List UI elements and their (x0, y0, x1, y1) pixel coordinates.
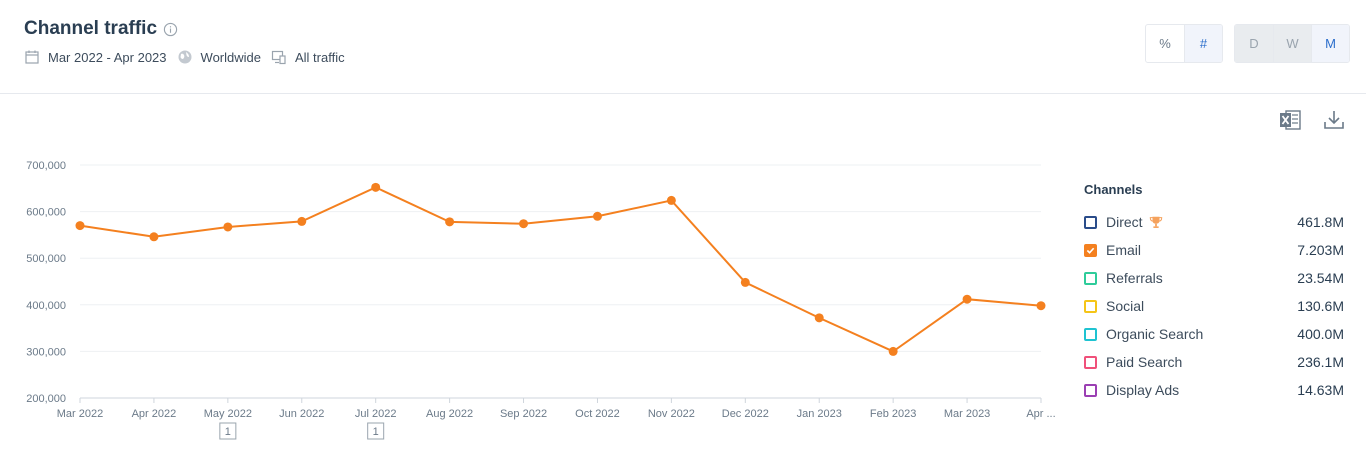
x-tick-label: Apr 2022 (132, 408, 177, 420)
data-point[interactable] (149, 232, 159, 242)
calendar-icon (25, 50, 39, 64)
x-tick-label: Mar 2022 (57, 408, 103, 420)
globe-icon (178, 50, 192, 64)
legend-item-label: Paid Search (1106, 354, 1183, 370)
annotation-marker[interactable] (367, 422, 385, 440)
checkbox[interactable] (1084, 215, 1097, 229)
legend-item-social[interactable]: Social 130.6M (1084, 292, 1344, 320)
legend-item-label: Organic Search (1106, 326, 1204, 342)
weekly-button[interactable]: W (1273, 25, 1311, 62)
checkbox[interactable] (1084, 327, 1097, 341)
traffic-line-chart: 700,000 600,000 500,000 400,000 300,000 200,0… (26, 160, 1056, 440)
x-tick-label: Oct 2022 (575, 408, 620, 420)
data-point[interactable] (519, 219, 529, 229)
x-tick-label: Jul 2022 (355, 408, 397, 420)
legend-item-value: 7.203M (1297, 242, 1344, 258)
data-point[interactable] (740, 277, 750, 287)
series-line (79, 186, 1042, 353)
y-tick-label: 300,000 (26, 346, 66, 358)
metric-toggle: % # (1145, 24, 1223, 63)
legend-item-value: 23.54M (1297, 270, 1344, 286)
x-tick-label: Sep 2022 (500, 408, 547, 420)
x-tick-label: Jan 2023 (797, 408, 842, 420)
y-tick-label: 400,000 (26, 300, 66, 312)
data-point[interactable] (1036, 301, 1046, 311)
legend-item-direct[interactable]: Direct 461.8M (1084, 208, 1344, 236)
data-point[interactable] (814, 313, 824, 323)
data-point[interactable] (445, 217, 455, 227)
legend-item-label: Email (1106, 242, 1142, 258)
legend-item-value: 461.8M (1297, 214, 1344, 230)
percent-button[interactable]: % (1159, 36, 1171, 51)
data-point[interactable] (223, 222, 233, 232)
legend-item-value: 130.6M (1297, 298, 1344, 314)
legend-title: Channels (1084, 182, 1143, 197)
legend-item-label: Social (1106, 298, 1145, 314)
y-tick-label: 200,000 (26, 393, 66, 405)
annotation-label: 1 (373, 426, 379, 438)
devices-icon (271, 50, 286, 65)
legend-item-organic-search[interactable]: Organic Search 400.0M (1084, 320, 1344, 348)
annotation-label: 1 (225, 426, 231, 438)
checkbox[interactable] (1084, 383, 1097, 397)
region: Worldwide (200, 49, 261, 65)
legend-item-value: 14.63M (1297, 382, 1344, 398)
data-point[interactable] (297, 216, 307, 226)
legend-item-label: Display Ads (1106, 382, 1180, 398)
y-tick-label: 700,000 (26, 160, 66, 172)
data-point[interactable] (666, 195, 676, 205)
info-icon[interactable] (163, 22, 178, 37)
legend: Channels Direct 461.8M Email 7.203M Referral… (1084, 182, 1344, 404)
legend-item-email[interactable]: Email 7.203M (1084, 236, 1344, 264)
daily-button[interactable]: D (1235, 25, 1273, 62)
legend-item-paid-search[interactable]: Paid Search 236.1M (1084, 348, 1344, 376)
x-tick-label: Nov 2022 (648, 408, 695, 420)
legend-item-display-ads[interactable]: Display Ads 14.63M (1084, 376, 1344, 404)
checkbox[interactable] (1084, 355, 1097, 369)
checkbox-checked[interactable] (1084, 243, 1097, 257)
checkbox[interactable] (1084, 299, 1097, 313)
data-point[interactable] (962, 294, 972, 304)
excel-export-icon[interactable] (1278, 108, 1302, 132)
y-tick-label: 500,000 (26, 253, 66, 265)
monthly-button[interactable]: M (1311, 25, 1349, 62)
data-point[interactable] (888, 346, 898, 356)
x-tick-label: Feb 2023 (870, 408, 916, 420)
date-range: Mar 2022 - Apr 2023 (48, 49, 167, 65)
x-tick-label: May 2022 (204, 408, 252, 420)
trophy-icon (1149, 216, 1162, 228)
legend-item-value: 236.1M (1297, 354, 1344, 370)
annotation-marker[interactable] (219, 422, 237, 440)
checkbox[interactable] (1084, 271, 1097, 285)
data-point[interactable] (371, 182, 381, 192)
legend-item-label: Referrals (1106, 270, 1163, 286)
data-point[interactable] (75, 221, 85, 231)
traffic-type: All traffic (294, 49, 345, 65)
x-tick-label: Aug 2022 (426, 408, 473, 420)
granularity-toggle: D W M (1234, 24, 1350, 63)
legend-item-value: 400.0M (1297, 326, 1344, 342)
data-point[interactable] (592, 211, 602, 221)
page-title: Channel traffic (24, 18, 158, 39)
filter-summary: Mar 2022 - Apr 2023 Worldwide All traffi… (24, 48, 355, 66)
number-button[interactable]: # (1184, 25, 1222, 62)
download-icon[interactable] (1322, 108, 1346, 132)
header: Channel traffic Mar 2022 - Apr 2023 Worl… (0, 0, 1366, 94)
legend-item-referrals[interactable]: Referrals 23.54M (1084, 264, 1344, 292)
legend-item-label: Direct (1106, 214, 1297, 230)
x-tick-label: Apr ... (1026, 408, 1055, 420)
x-tick-label: Jun 2022 (279, 408, 324, 420)
x-tick-label: Mar 2023 (944, 408, 990, 420)
y-tick-label: 600,000 (26, 207, 66, 219)
x-tick-label: Dec 2022 (722, 408, 769, 420)
